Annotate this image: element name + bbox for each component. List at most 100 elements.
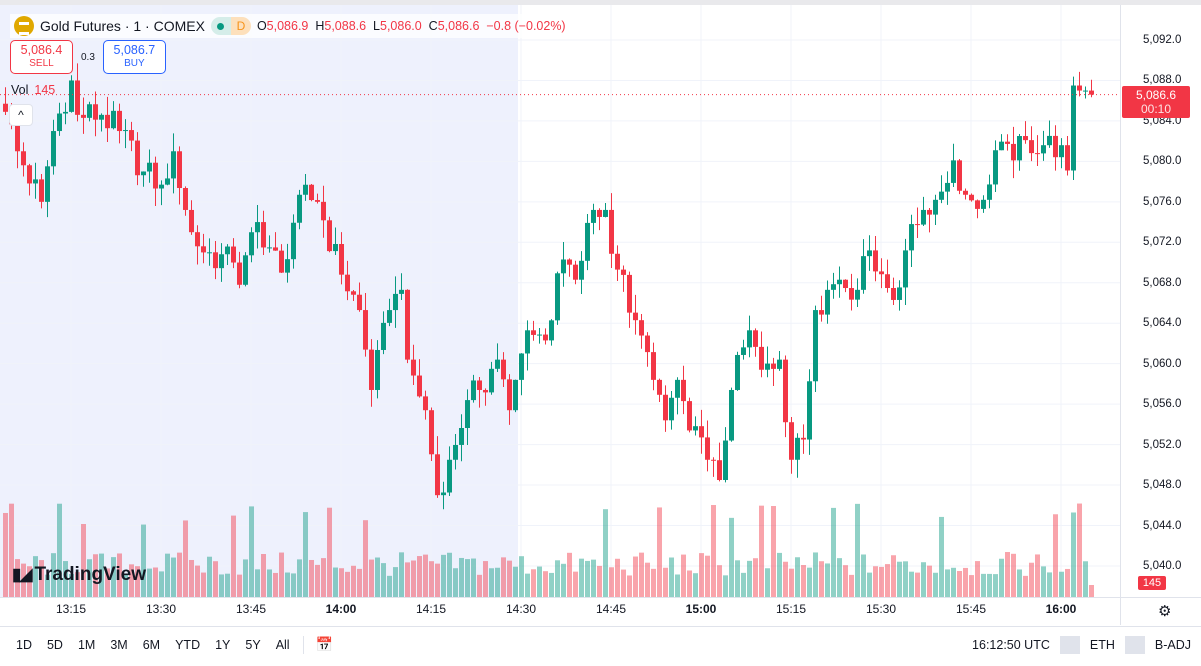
candle-body (1059, 145, 1064, 158)
divider (1059, 635, 1080, 654)
range-1m[interactable]: 1M (77, 637, 96, 652)
candle-body (279, 250, 284, 273)
volume-bar (483, 561, 488, 597)
candle-body (915, 224, 920, 226)
candle-body (189, 209, 194, 233)
time-tick-label: 14:45 (595, 602, 627, 616)
candle-body (375, 349, 380, 390)
volume-bar (675, 574, 680, 597)
volume-bar (753, 558, 758, 597)
candle-body (963, 190, 968, 195)
candle-body (765, 363, 770, 370)
last-price-label: 5,086.6 00:10 (1122, 86, 1190, 118)
range-ytd[interactable]: YTD (175, 637, 201, 652)
range-6m[interactable]: 6M (142, 637, 161, 652)
price-tick-label: 5,044.0 (1143, 519, 1182, 532)
candle-body (333, 244, 338, 252)
time-tick-label: 13:45 (235, 602, 267, 616)
volume-bar (369, 559, 374, 597)
candle-body (1053, 135, 1058, 158)
volume-bar (849, 574, 854, 597)
volume-bar (471, 558, 476, 597)
volume-bar (99, 553, 104, 597)
symbol-title[interactable]: Gold Futures · 1 · COMEX (40, 18, 205, 34)
candle-body (219, 254, 224, 269)
volume-bar (333, 567, 338, 597)
candle-body (87, 104, 92, 118)
candle-body (423, 396, 428, 411)
price-tick-label: 5,076.0 (1143, 195, 1182, 208)
collapse-legend-button[interactable]: ^ (9, 104, 33, 126)
candle-body (363, 310, 368, 350)
settings-gear-icon[interactable]: ⚙ (1158, 603, 1172, 620)
volume-bar (843, 565, 848, 597)
volume-bar (237, 574, 242, 597)
tradingview-logo[interactable]: ▮◢ TradingView (12, 564, 147, 585)
volume-bar (945, 569, 950, 597)
volume-bar (387, 575, 392, 597)
bottom-toolbar: 1D 5D 1M 3M 6M YTD 1Y 5Y All 📅 16:12:50 … (0, 626, 1201, 662)
volume-bar (1071, 512, 1076, 597)
candle-body (495, 359, 500, 369)
volume-bar (105, 568, 110, 597)
volume-bar (519, 556, 524, 597)
candle-body (753, 330, 758, 347)
volume-bar (525, 573, 530, 597)
volume-bar (909, 571, 914, 597)
buy-button[interactable]: 5,086.7 BUY (102, 40, 166, 74)
candle-body (459, 428, 464, 445)
volume-bar (999, 558, 1004, 597)
candle-body (111, 110, 116, 129)
candle-body (909, 224, 914, 251)
candle-body (3, 103, 8, 112)
volume-bar (27, 566, 32, 597)
volume-legend[interactable]: Vol 145 (11, 83, 56, 97)
sell-button[interactable]: 5,086.4 SELL (10, 40, 73, 74)
volume-bar (1083, 561, 1088, 597)
volume-bar (771, 506, 776, 597)
candle-body (69, 80, 74, 112)
sell-label: SELL (29, 58, 54, 69)
divider (302, 635, 304, 654)
candle-body (813, 310, 818, 382)
time-tick-label: 13:15 (55, 602, 87, 616)
volume-bar (1011, 553, 1016, 597)
adjustment-toggle[interactable]: B-ADJ (1154, 637, 1191, 652)
volume-bar (555, 560, 560, 597)
range-5d[interactable]: 5D (46, 637, 63, 652)
volume-bar (807, 567, 812, 597)
price-chart[interactable] (0, 5, 1120, 597)
candle-body (1041, 145, 1046, 154)
range-1y[interactable]: 1Y (215, 637, 231, 652)
volume-bar (177, 552, 182, 597)
time-tick-label: 13:30 (145, 602, 177, 616)
ohlc-values: O5,086.9 H5,088.6 L5,086.0 C5,086.6 −0.8… (256, 19, 566, 33)
session-toggle[interactable]: ETH (1089, 637, 1115, 652)
range-5y[interactable]: 5Y (245, 637, 261, 652)
clock-timezone[interactable]: 16:12:50 UTC (972, 637, 1050, 652)
candle-body (987, 184, 992, 200)
volume-bar (699, 553, 704, 597)
volume-bar (897, 561, 902, 597)
range-1d[interactable]: 1D (16, 637, 32, 652)
candle-body (147, 162, 152, 172)
volume-bar (711, 505, 716, 597)
volume-bar (315, 564, 320, 597)
volume-bar (687, 570, 692, 597)
volume-bar (777, 552, 782, 597)
volume-bar (987, 573, 992, 597)
go-to-date-calendar-icon[interactable]: 📅 (315, 636, 334, 652)
candle-body (525, 330, 530, 354)
candle-body (567, 259, 572, 265)
volume-bar (855, 503, 860, 597)
range-all[interactable]: All (275, 637, 290, 652)
volume-bar (267, 569, 272, 597)
range-3m[interactable]: 3M (110, 637, 128, 652)
candle-body (117, 110, 122, 132)
time-tick-label: 15:30 (865, 602, 897, 616)
market-status-badge[interactable]: D (210, 17, 251, 35)
candle-body (1029, 140, 1034, 154)
candle-body (669, 397, 674, 421)
candle-body (681, 379, 686, 402)
candle-body (249, 232, 254, 256)
